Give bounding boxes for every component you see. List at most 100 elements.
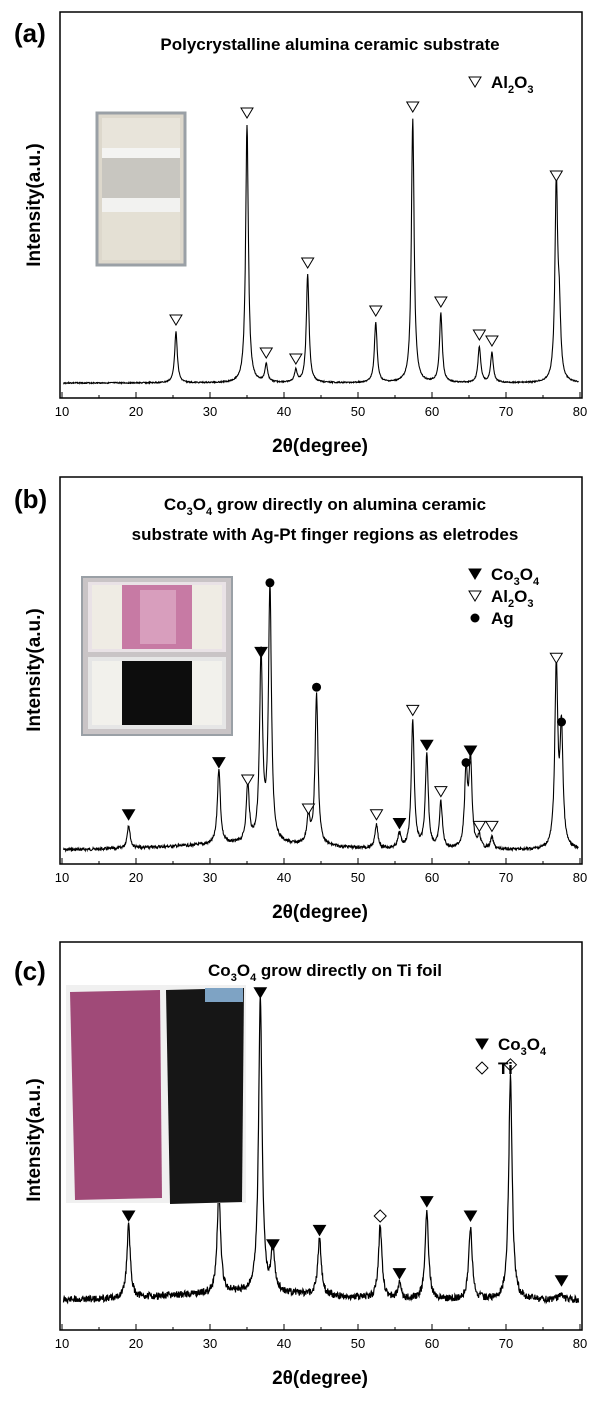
legend-marker-filled-triangle (475, 1038, 489, 1050)
panel-c: (c) Co3O4 grow directly on Ti foil Inten… (14, 941, 587, 1389)
panel-b-xlabel: 2θ(degree) (272, 902, 368, 923)
peak-marker-open-triangle (169, 314, 183, 326)
peak-marker-open-triangle (405, 101, 420, 113)
panel-b-xticks: 10 20 30 40 50 60 70 80 (55, 858, 587, 885)
xrd-trace (62, 994, 580, 1305)
peak-marker-filled-triangle (121, 1210, 136, 1222)
x-tick-label: 80 (573, 1336, 587, 1351)
panel-b-letter: (b) (14, 484, 47, 514)
legend-label: Al2O3 (491, 73, 533, 96)
x-tick-label: 10 (55, 1336, 69, 1351)
peak-marker-open-triangle (301, 803, 316, 815)
peak-marker-open-triangle (368, 305, 383, 317)
panel-a-title: Polycrystalline alumina ceramic substrat… (160, 35, 499, 54)
peak-marker-filled-triangle (121, 809, 136, 821)
peak-marker-filled-triangle (211, 757, 226, 769)
peak-marker-open-triangle (405, 704, 420, 717)
peak-marker-filled-triangle (392, 1268, 407, 1280)
x-tick-label: 20 (129, 870, 143, 885)
peak-marker-open-triangle (485, 335, 499, 347)
legend-marker-open-diamond (475, 1061, 489, 1075)
legend-label: Ti (498, 1059, 513, 1078)
peak-marker-open-triangle (369, 809, 384, 821)
x-tick-label: 30 (203, 404, 217, 419)
panel-a-ylabel: Intensity(a.u.) (24, 143, 45, 267)
panel-a-inset-photo (95, 111, 187, 267)
x-tick-label: 10 (55, 870, 69, 885)
legend-label: Al2O3 (491, 587, 533, 610)
x-tick-label: 70 (499, 404, 513, 419)
legend-marker-open-triangle (468, 76, 482, 88)
panel-c-xlabel: 2θ(degree) (272, 1368, 368, 1389)
panel-a-plot (62, 101, 579, 385)
panel-c-inset-photo (66, 985, 246, 1204)
x-tick-label: 60 (425, 404, 439, 419)
legend-marker-filled-triangle (468, 568, 482, 580)
panel-b: (b) Co3O4 grow directly on alumina ceram… (14, 476, 587, 923)
peak-marker-open-triangle (240, 774, 255, 786)
x-tick-label: 40 (277, 1336, 291, 1351)
panel-b-plot (62, 578, 579, 853)
peak-marker-filled-triangle (266, 1239, 280, 1251)
peak-marker-filled-triangle (253, 987, 268, 999)
x-tick-label: 80 (573, 870, 587, 885)
panel-c-title: Co3O4 grow directly on Ti foil (208, 961, 442, 984)
peak-marker-open-diamond (503, 1058, 518, 1072)
panel-a-xlabel: 2θ(degree) (272, 436, 368, 457)
peak-marker-open-triangle (240, 107, 254, 119)
xrd-trace (62, 118, 579, 385)
x-tick-label: 70 (499, 1336, 513, 1351)
x-tick-label: 10 (55, 404, 69, 419)
panel-a-legend: Al2O3 (468, 73, 533, 96)
x-tick-label: 80 (573, 404, 587, 419)
peak-marker-filled-triangle (463, 745, 478, 757)
x-tick-label: 30 (203, 1336, 217, 1351)
panel-b-ylabel: Intensity(a.u.) (24, 608, 45, 732)
x-tick-label: 40 (277, 404, 291, 419)
x-tick-label: 30 (203, 870, 217, 885)
peak-marker-open-triangle (433, 786, 448, 798)
panel-a-xticks: 10 20 30 40 50 60 70 80 (55, 392, 587, 419)
x-tick-label: 40 (277, 870, 291, 885)
legend-label: Ag (491, 609, 514, 628)
peak-marker-open-triangle (472, 820, 487, 833)
legend-marker-filled-circle (470, 613, 480, 623)
panel-a: (a) Polycrystalline alumina ceramic subs… (14, 11, 587, 457)
x-tick-label: 70 (499, 870, 513, 885)
peak-marker-filled-circle (557, 717, 566, 727)
peak-marker-filled-triangle (419, 1196, 434, 1208)
x-tick-label: 50 (351, 870, 365, 885)
peak-marker-open-triangle (472, 329, 487, 341)
legend-marker-open-triangle (468, 590, 482, 602)
peak-marker-filled-triangle (254, 646, 268, 659)
x-tick-label: 20 (129, 404, 143, 419)
peak-marker-open-triangle (433, 296, 448, 308)
xrd-trace (62, 581, 579, 853)
peak-marker-filled-triangle (463, 1210, 478, 1222)
legend-label: Co3O4 (491, 565, 540, 588)
peak-marker-filled-triangle (419, 739, 434, 752)
peak-marker-filled-triangle (312, 1224, 327, 1237)
panel-a-letter: (a) (14, 18, 46, 48)
peak-marker-filled-circle (312, 682, 322, 692)
panel-c-plot (62, 987, 580, 1305)
x-tick-label: 20 (129, 1336, 143, 1351)
peak-marker-open-triangle (549, 170, 564, 182)
x-tick-label: 50 (351, 1336, 365, 1351)
panel-b-title-line1: Co3O4 grow directly on alumina ceramic (164, 495, 486, 518)
peak-marker-open-triangle (300, 257, 315, 269)
peak-marker-filled-circle (461, 758, 471, 768)
panel-c-xticks: 10 20 30 40 50 60 70 80 (55, 1324, 587, 1351)
legend-label: Co3O4 (498, 1035, 547, 1058)
panel-b-title-line2: substrate with Ag-Pt finger regions as e… (132, 525, 519, 544)
peak-marker-filled-triangle (392, 818, 407, 830)
x-tick-label: 60 (425, 1336, 439, 1351)
peak-marker-filled-circle (265, 578, 275, 588)
peak-marker-filled-triangle (554, 1275, 569, 1287)
x-tick-label: 60 (425, 870, 439, 885)
panel-c-ylabel: Intensity(a.u.) (24, 1078, 45, 1202)
peak-marker-open-triangle (259, 347, 274, 359)
panel-b-inset-photo (81, 576, 233, 736)
